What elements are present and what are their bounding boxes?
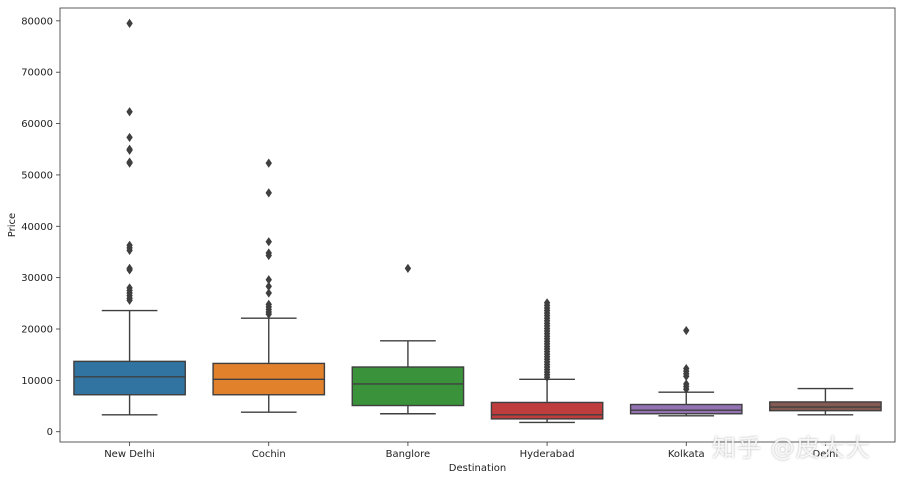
watermark: 知乎 @皮大大 (712, 434, 871, 462)
outlier-point (126, 18, 133, 29)
outlier-point (126, 265, 133, 275)
y-tick-label: 50000 (21, 170, 53, 181)
box-group (490, 298, 604, 424)
box-iqr (629, 403, 743, 415)
plot-area (73, 18, 882, 424)
y-tick-label: 40000 (21, 222, 53, 233)
outlier-point (265, 250, 272, 261)
box-iqr (351, 366, 465, 407)
outlier-point (265, 275, 272, 285)
outlier-point (126, 245, 133, 256)
box-iqr (73, 360, 186, 396)
outlier-point (265, 158, 272, 168)
outlier-point (265, 188, 272, 198)
y-axis-label: Price (7, 213, 18, 237)
x-tick-label: Cochin (252, 449, 286, 460)
box-group (212, 158, 326, 413)
y-tick-label: 20000 (21, 325, 53, 336)
outlier-point (265, 288, 272, 298)
box-group (73, 18, 186, 416)
x-tick-label: Hyderabad (520, 449, 575, 460)
outlier-point (126, 132, 133, 143)
y-tick-label: 30000 (21, 273, 53, 284)
outlier-point (126, 107, 133, 117)
outlier-point (265, 309, 272, 319)
outlier-point (265, 237, 272, 247)
plot-frame (59, 7, 896, 443)
outlier-point (126, 295, 133, 305)
outlier-point (126, 158, 133, 168)
y-tick-label: 70000 (21, 68, 53, 79)
y-axis: 0 10000 20000 30000 40000 50000 60000 70000 8000… (21, 16, 60, 438)
x-tick-label: New Delhi (104, 449, 155, 460)
outlier-point (543, 372, 551, 382)
x-tick-label: Delhi (813, 449, 839, 460)
box-group (351, 263, 465, 415)
outlier-point (265, 281, 272, 291)
x-tick-label: Kolkata (668, 449, 705, 460)
outlier-point (404, 263, 412, 273)
y-tick-label: 80000 (21, 16, 53, 27)
box-group (769, 387, 882, 416)
outlier-point (683, 325, 690, 336)
outlier-point (683, 384, 690, 394)
outlier-point (126, 145, 133, 155)
box-iqr (769, 401, 882, 412)
y-tick-label: 10000 (21, 376, 53, 387)
y-tick-label: 0 (47, 427, 53, 438)
box-group (629, 325, 743, 417)
x-tick-label: Banglore (386, 449, 431, 460)
outlier-point (683, 371, 690, 381)
y-tick-label: 60000 (21, 119, 53, 130)
x-axis-label: Destination (449, 463, 506, 474)
box-iqr (490, 401, 604, 420)
x-axis: New Delhi Cochin Banglore Hyderabad Kolkata D… (104, 442, 838, 460)
